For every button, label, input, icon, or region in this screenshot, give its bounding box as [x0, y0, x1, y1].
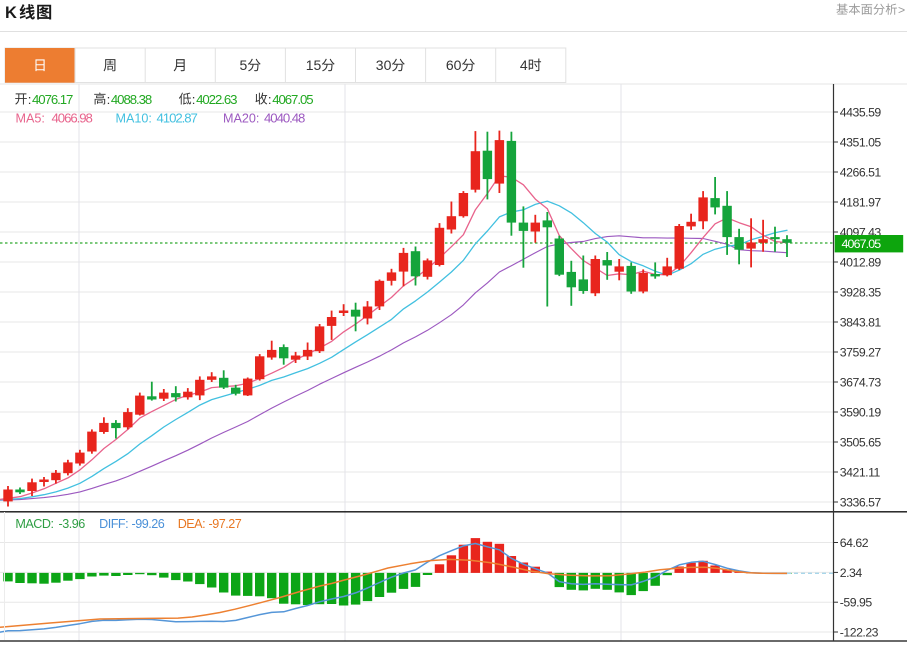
svg-text:4435.59: 4435.59 [840, 105, 882, 119]
svg-text:4351.05: 4351.05 [840, 135, 882, 149]
svg-text:MA20:: MA20: [223, 111, 259, 125]
svg-text:3928.35: 3928.35 [840, 285, 882, 299]
svg-text:-97.27: -97.27 [209, 517, 242, 531]
svg-text:4088.38: 4088.38 [111, 92, 152, 107]
svg-text:>: > [898, 3, 905, 17]
svg-text::: : [107, 92, 111, 107]
svg-text:3336.57: 3336.57 [840, 495, 882, 509]
svg-text:4012.89: 4012.89 [840, 255, 882, 269]
svg-text:4266.51: 4266.51 [840, 165, 882, 179]
svg-text:3843.81: 3843.81 [840, 315, 882, 329]
svg-text:3674.73: 3674.73 [840, 375, 882, 389]
svg-text:DEA:: DEA: [178, 517, 205, 531]
svg-text::: : [28, 92, 32, 107]
svg-text:15: 15 [306, 57, 322, 73]
svg-text:4040.48: 4040.48 [264, 110, 305, 125]
svg-text:4022.63: 4022.63 [196, 92, 237, 107]
svg-text:MA5:: MA5: [16, 111, 45, 125]
svg-text::: : [268, 92, 272, 107]
svg-text:3505.65: 3505.65 [840, 435, 882, 449]
svg-text:4066.98: 4066.98 [52, 110, 93, 125]
svg-text:-59.95: -59.95 [840, 596, 873, 610]
svg-text:3759.27: 3759.27 [840, 345, 882, 359]
svg-text:30: 30 [376, 57, 392, 73]
svg-text::: : [192, 92, 196, 107]
svg-text:MA10:: MA10: [116, 111, 152, 125]
svg-text:4102.87: 4102.87 [157, 110, 198, 125]
svg-text:K: K [5, 4, 17, 22]
svg-text:-122.23: -122.23 [840, 625, 879, 639]
svg-text:-3.96: -3.96 [59, 517, 86, 531]
svg-text:5: 5 [240, 57, 248, 73]
svg-text:4076.17: 4076.17 [32, 92, 73, 107]
svg-text:4067.05: 4067.05 [272, 92, 313, 107]
svg-text:64.62: 64.62 [840, 536, 869, 550]
svg-text:4: 4 [520, 57, 528, 73]
svg-text:3590.19: 3590.19 [840, 405, 882, 419]
svg-text:4181.97: 4181.97 [840, 195, 882, 209]
svg-text:2.34: 2.34 [840, 566, 863, 580]
svg-text:DIFF:: DIFF: [99, 517, 128, 531]
svg-text:-99.26: -99.26 [132, 517, 165, 531]
svg-text:3421.11: 3421.11 [840, 465, 881, 479]
svg-text:MACD:: MACD: [15, 517, 53, 531]
svg-text:60: 60 [446, 57, 462, 73]
svg-text:4067.05: 4067.05 [842, 237, 882, 251]
